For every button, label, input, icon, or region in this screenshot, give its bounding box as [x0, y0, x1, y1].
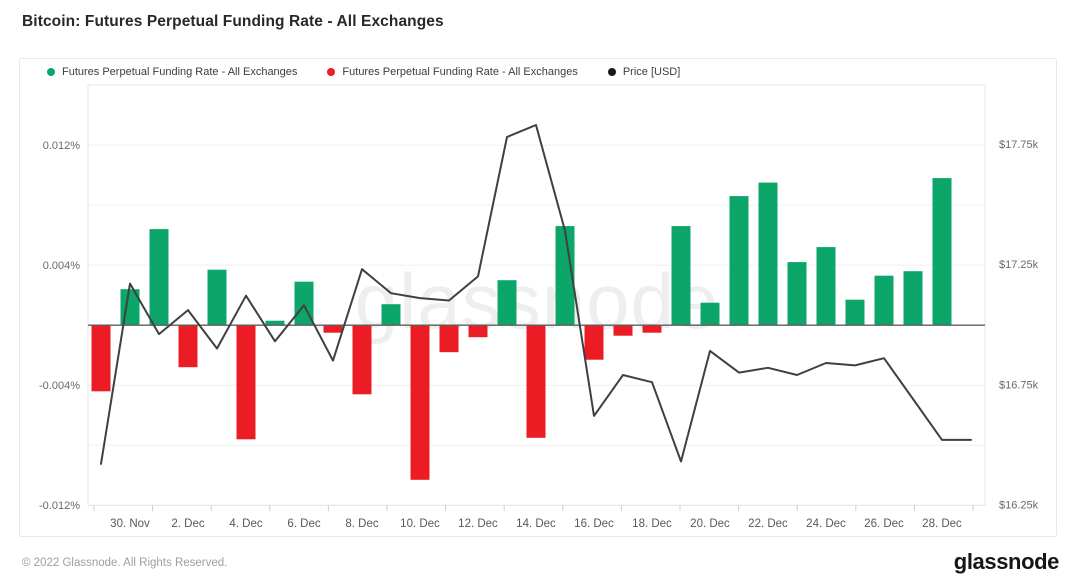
funding-rate-bar[interactable]: [352, 325, 372, 395]
funding-rate-bar[interactable]: [671, 226, 691, 326]
funding-rate-bar[interactable]: [178, 325, 198, 368]
legend-item-funding-positive[interactable]: Futures Perpetual Funding Rate - All Exc…: [47, 66, 297, 78]
funding-rate-bar[interactable]: [468, 325, 488, 338]
funding-rate-bar[interactable]: [236, 325, 256, 440]
black-dot-icon: [607, 68, 616, 76]
glassnode-logo: glassnode: [953, 549, 1060, 574]
funding-rate-bar[interactable]: [584, 325, 604, 360]
chart-legend: Futures Perpetual Funding Rate - All Exc…: [47, 66, 680, 78]
legend-label: Futures Perpetual Funding Rate - All Exc…: [342, 66, 578, 78]
copyright-text: © 2022 Glassnode. All Rights Reserved.: [22, 557, 228, 569]
funding-rate-bar[interactable]: [91, 325, 111, 392]
funding-rate-bar[interactable]: [700, 302, 720, 326]
funding-rate-bar[interactable]: [642, 325, 662, 333]
red-dot-icon: [327, 68, 336, 76]
funding-rate-bar[interactable]: [265, 320, 285, 326]
funding-rate-bar[interactable]: [555, 226, 575, 326]
funding-rate-bar[interactable]: [816, 247, 836, 326]
funding-rate-bar[interactable]: [932, 178, 952, 326]
funding-rate-bar[interactable]: [149, 229, 169, 326]
chart-card: Futures Perpetual Funding Rate - All Exc…: [19, 58, 1057, 537]
funding-rate-bar[interactable]: [294, 281, 314, 326]
funding-rate-bar[interactable]: [381, 304, 401, 326]
funding-rate-bar[interactable]: [903, 271, 923, 326]
funding-rate-bar[interactable]: [526, 325, 546, 438]
legend-label: Futures Perpetual Funding Rate - All Exc…: [62, 66, 298, 78]
funding-rate-bar[interactable]: [845, 299, 865, 326]
funding-rate-bar[interactable]: [439, 325, 459, 353]
funding-rate-bar[interactable]: [323, 325, 343, 333]
legend-label: Price [USD]: [622, 66, 681, 78]
funding-rate-bar[interactable]: [729, 196, 749, 326]
funding-rate-bar[interactable]: [497, 280, 517, 326]
funding-rate-bar[interactable]: [787, 262, 807, 326]
legend-item-funding-negative[interactable]: Futures Perpetual Funding Rate - All Exc…: [327, 66, 578, 78]
green-dot-icon: [47, 68, 55, 76]
funding-rate-bar[interactable]: [758, 182, 778, 326]
funding-rate-bar[interactable]: [120, 289, 140, 326]
page-title: Bitcoin: Futures Perpetual Funding Rate …: [22, 13, 444, 30]
legend-item-price[interactable]: Price [USD]: [607, 66, 681, 78]
funding-rate-bar[interactable]: [613, 325, 633, 336]
funding-rate-bar[interactable]: [874, 275, 894, 326]
funding-rate-bar[interactable]: [410, 325, 430, 480]
funding-rate-bar[interactable]: [207, 269, 227, 326]
